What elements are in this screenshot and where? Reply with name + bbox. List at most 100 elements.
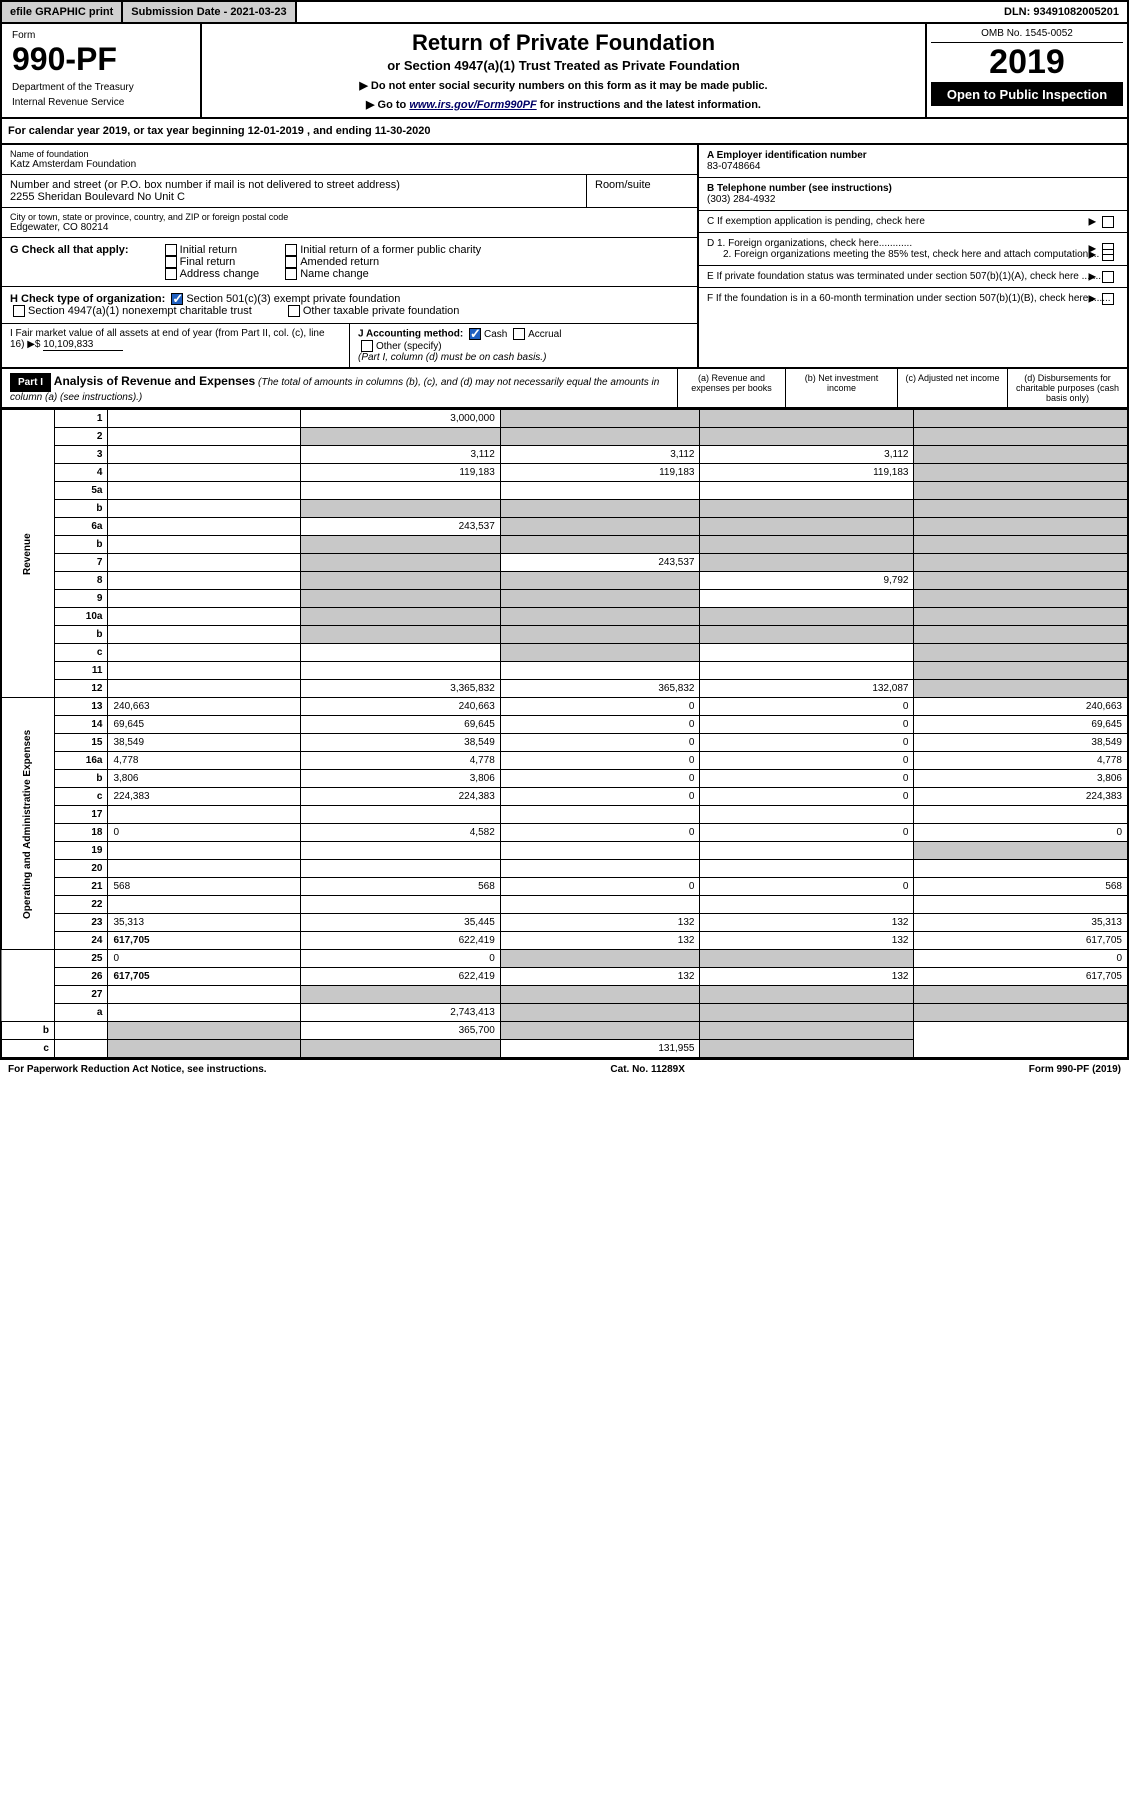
cell-b: 0	[500, 698, 700, 716]
i-cell: I Fair market value of all assets at end…	[2, 324, 350, 367]
cell-d	[914, 464, 1128, 482]
table-row: 123,365,832365,832132,087	[1, 680, 1128, 698]
g-addr-change[interactable]: Address change	[162, 268, 260, 280]
cell-a	[108, 1022, 301, 1040]
cell-d	[700, 1022, 914, 1040]
cell-c	[700, 806, 914, 824]
cell-b	[500, 428, 700, 446]
a-cell: A Employer identification number 83-0748…	[699, 145, 1127, 178]
cell-c	[700, 536, 914, 554]
cell-a	[301, 842, 501, 860]
cell-a: 622,419	[301, 968, 501, 986]
goto-note: ▶ Go to www.irs.gov/Form990PF for instru…	[208, 98, 919, 111]
cell-c: 0	[700, 824, 914, 842]
cell-a	[301, 572, 501, 590]
form-label: Form	[12, 30, 190, 41]
line-desc: 240,663	[108, 698, 301, 716]
line-number: 20	[54, 860, 107, 878]
table-row: 10a	[1, 608, 1128, 626]
j-accrual[interactable]: Accrual	[510, 329, 561, 340]
table-row: 25000	[1, 950, 1128, 968]
h-4947[interactable]: Section 4947(a)(1) nonexempt charitable …	[10, 305, 252, 317]
info-left: Name of foundation Katz Amsterdam Founda…	[2, 145, 697, 367]
h-other[interactable]: Other taxable private foundation	[285, 305, 460, 317]
cell-d	[914, 986, 1128, 1004]
cell-b: 0	[500, 752, 700, 770]
cell-c: 0	[700, 788, 914, 806]
cell-d	[914, 1004, 1128, 1022]
table-row: 9	[1, 590, 1128, 608]
line-number: 19	[54, 842, 107, 860]
g-amended[interactable]: Amended return	[282, 256, 379, 268]
street-address: 2255 Sheridan Boulevard No Unit C	[10, 191, 578, 203]
cell-a	[301, 896, 501, 914]
table-row: 17	[1, 806, 1128, 824]
cell-a: 240,663	[301, 698, 501, 716]
form-ref: Form 990-PF (2019)	[1029, 1064, 1121, 1075]
line-desc	[108, 428, 301, 446]
g-initial-public[interactable]: Initial return of a former public charit…	[282, 244, 481, 256]
g-final[interactable]: Final return	[162, 256, 236, 268]
c-cell: C If exemption application is pending, c…	[699, 211, 1127, 233]
g-name-change[interactable]: Name change	[282, 268, 369, 280]
c-checkbox[interactable]	[1102, 216, 1114, 228]
j-cash[interactable]: Cash	[466, 329, 507, 340]
cell-c	[700, 518, 914, 536]
line-desc	[108, 536, 301, 554]
part1-header-row: Part I Analysis of Revenue and Expenses …	[0, 369, 1129, 409]
cell-b	[500, 950, 700, 968]
cell-c	[700, 986, 914, 1004]
header-mid: Return of Private Foundation or Section …	[202, 24, 927, 117]
line-number: b	[54, 536, 107, 554]
line-desc	[108, 986, 301, 1004]
table-row: 7243,537	[1, 554, 1128, 572]
line-number: a	[54, 1004, 107, 1022]
cell-b	[301, 1040, 501, 1059]
h-501c3[interactable]: Section 501(c)(3) exempt private foundat…	[168, 293, 400, 305]
cell-b: 0	[500, 788, 700, 806]
addr-cell: Number and street (or P.O. box number if…	[2, 175, 587, 207]
cell-b	[500, 518, 700, 536]
cell-c	[700, 482, 914, 500]
cell-b	[500, 806, 700, 824]
g-initial[interactable]: Initial return	[162, 244, 237, 256]
line-number: 23	[54, 914, 107, 932]
cell-b: 132	[500, 914, 700, 932]
cell-c	[700, 500, 914, 518]
e-checkbox[interactable]	[1102, 271, 1114, 283]
cell-a	[301, 500, 501, 518]
cell-a: 38,549	[301, 734, 501, 752]
table-row: 4119,183119,183119,183	[1, 464, 1128, 482]
table-row: 33,1123,1123,112	[1, 446, 1128, 464]
city-cell: City or town, state or province, country…	[2, 208, 697, 238]
cell-c	[700, 860, 914, 878]
cell-c	[500, 1022, 700, 1040]
cell-a: 119,183	[301, 464, 501, 482]
f-checkbox[interactable]	[1102, 293, 1114, 305]
part1-title: Analysis of Revenue and Expenses	[54, 374, 255, 388]
d2-checkbox[interactable]	[1102, 249, 1114, 261]
cell-b: 0	[500, 716, 700, 734]
d1-label: D 1. Foreign organizations, check here..…	[707, 238, 912, 249]
cell-a: 3,806	[301, 770, 501, 788]
cell-d	[914, 626, 1128, 644]
irs-link[interactable]: www.irs.gov/Form990PF	[409, 99, 536, 111]
table-row: 20	[1, 860, 1128, 878]
j-other[interactable]: Other (specify)	[358, 341, 442, 352]
cell-b	[500, 644, 700, 662]
line-desc	[108, 806, 301, 824]
footer: For Paperwork Reduction Act Notice, see …	[0, 1059, 1129, 1079]
d-cell: D 1. Foreign organizations, check here..…	[699, 233, 1127, 266]
efile-label[interactable]: efile GRAPHIC print	[2, 2, 123, 22]
line-desc	[108, 644, 301, 662]
cell-b	[500, 896, 700, 914]
line-number: 4	[54, 464, 107, 482]
cell-d: 35,313	[914, 914, 1128, 932]
cell-b: 132	[500, 968, 700, 986]
g-check-row: G Check all that apply: Initial return F…	[2, 238, 697, 287]
cell-d: 4,778	[914, 752, 1128, 770]
cell-c: 0	[700, 878, 914, 896]
cell-b	[500, 500, 700, 518]
table-row: 11	[1, 662, 1128, 680]
line-desc	[108, 590, 301, 608]
